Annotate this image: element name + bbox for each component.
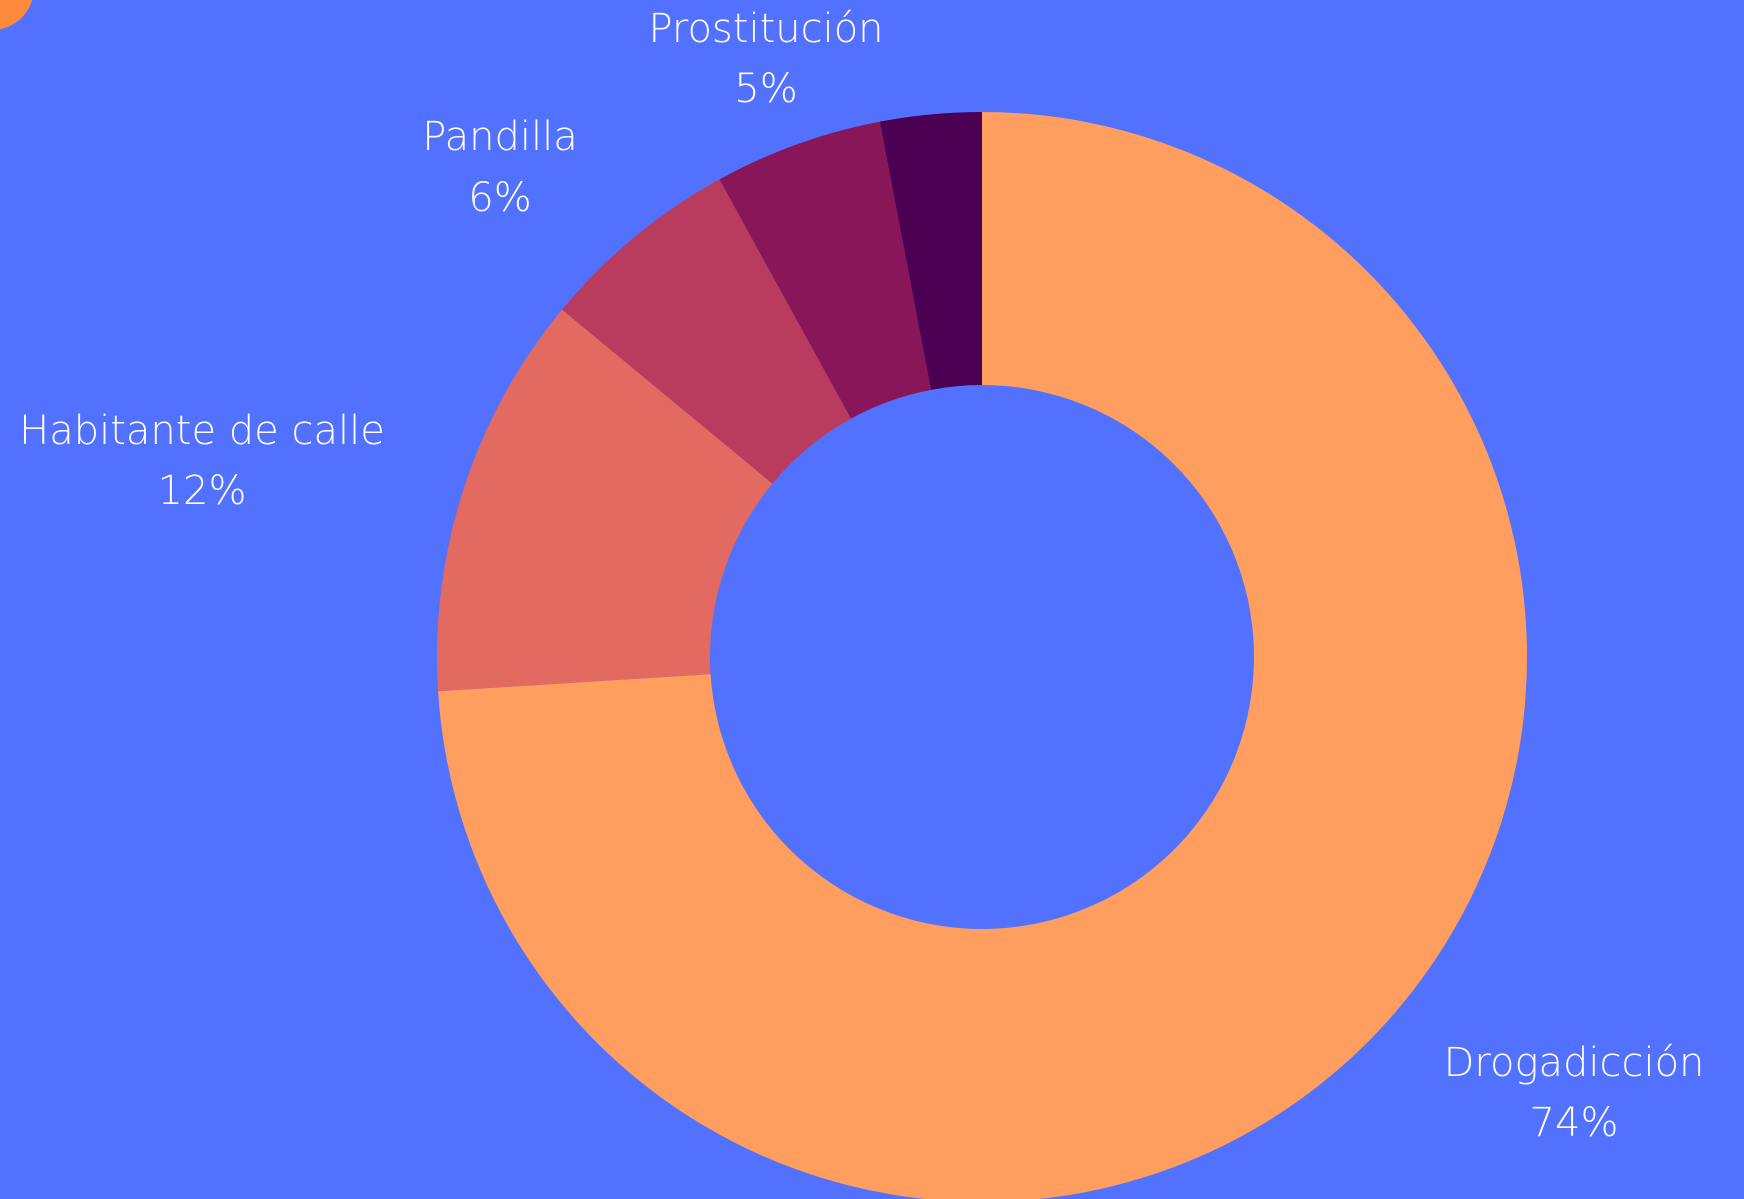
slice-value-label: 74% (1530, 1100, 1619, 1146)
slice-label: Drogadicción (1444, 1040, 1705, 1086)
decoration (0, 0, 33, 30)
slice-value-label: 6% (468, 175, 531, 221)
slice-value-label: 12% (158, 468, 247, 514)
slice-value-label: 5% (734, 66, 797, 112)
donut-slice (879, 112, 982, 390)
slice-label: Pandilla (422, 114, 577, 160)
slice-label: Prostitución (648, 6, 883, 52)
donut-slice (437, 309, 773, 692)
donut-slice (562, 179, 851, 484)
donut-slice (438, 112, 1527, 1199)
donut-slice (719, 121, 932, 419)
slice-label: Habitante de calle (19, 408, 385, 454)
